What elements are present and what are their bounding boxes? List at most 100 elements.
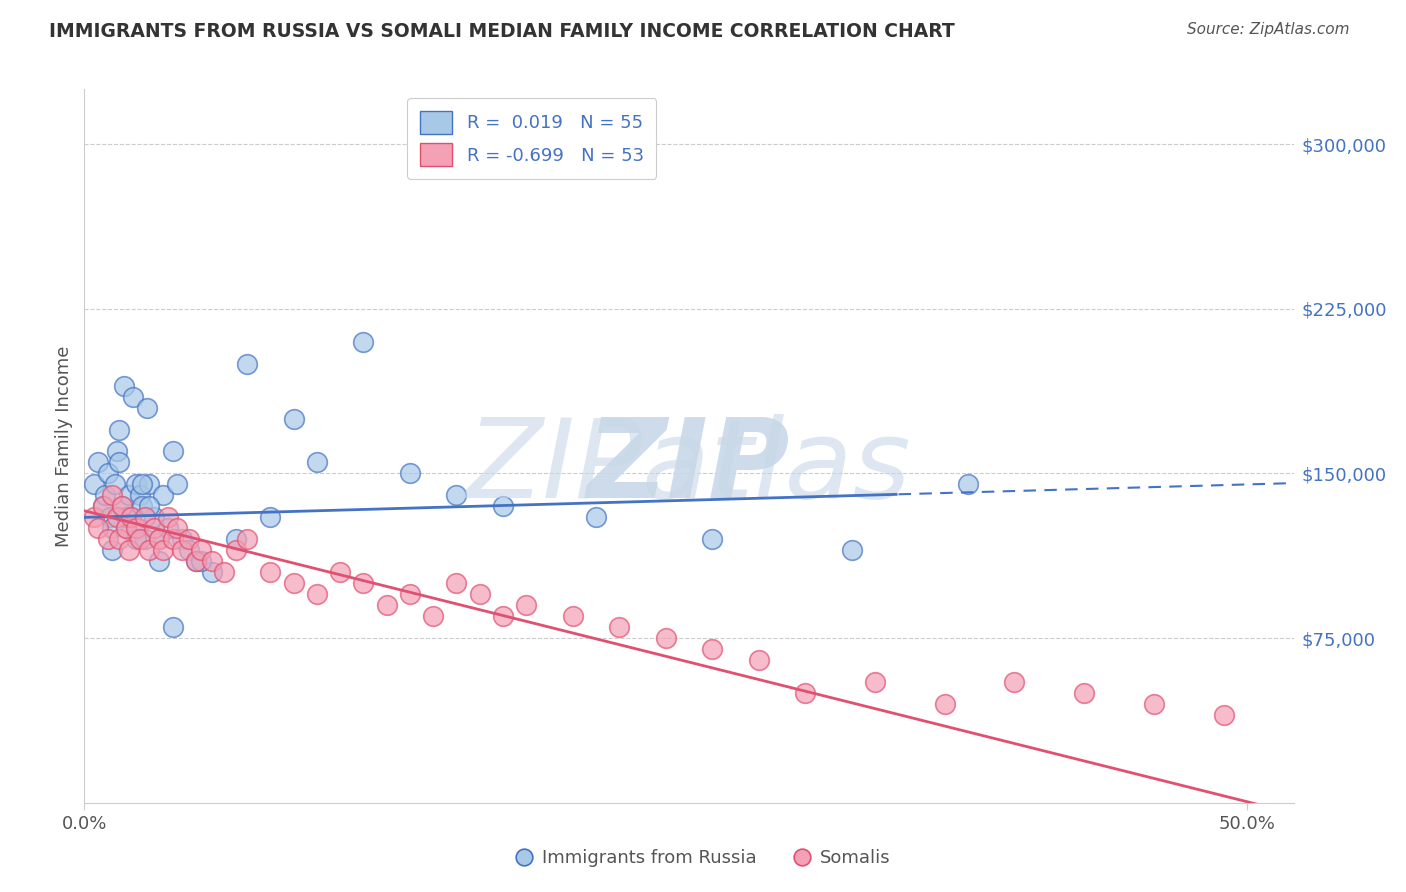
Point	[283, 411, 305, 425]
Point	[515, 598, 537, 612]
Point	[702, 642, 724, 657]
Point	[212, 566, 235, 580]
Point	[446, 488, 468, 502]
Point	[305, 587, 328, 601]
Point	[148, 533, 170, 547]
Point	[956, 477, 979, 491]
Point	[134, 510, 156, 524]
Point	[934, 697, 956, 711]
Point	[138, 500, 160, 514]
Point	[162, 444, 184, 458]
Point	[157, 521, 180, 535]
Point	[129, 488, 152, 502]
Point	[166, 521, 188, 535]
Point	[201, 554, 224, 568]
Point	[143, 510, 166, 524]
Point	[166, 477, 188, 491]
Point	[225, 533, 247, 547]
Point	[110, 500, 132, 514]
Point	[236, 357, 259, 371]
Legend: Immigrants from Russia, Somalis: Immigrants from Russia, Somalis	[508, 842, 898, 874]
Point	[702, 533, 724, 547]
Point	[329, 566, 352, 580]
Point	[585, 510, 607, 524]
Point	[1004, 675, 1026, 690]
Point	[468, 587, 491, 601]
Point	[115, 521, 138, 535]
Point	[124, 521, 146, 535]
Point	[138, 543, 160, 558]
Point	[399, 467, 422, 481]
Point	[152, 488, 174, 502]
Point	[1212, 708, 1234, 723]
Point	[143, 521, 166, 535]
Point	[97, 533, 120, 547]
Point	[492, 500, 515, 514]
Point	[841, 543, 863, 558]
Point	[124, 533, 146, 547]
Point	[352, 334, 374, 349]
Point	[794, 686, 817, 700]
Point	[283, 576, 305, 591]
Point	[131, 500, 153, 514]
Text: IMMIGRANTS FROM RUSSIA VS SOMALI MEDIAN FAMILY INCOME CORRELATION CHART: IMMIGRANTS FROM RUSSIA VS SOMALI MEDIAN …	[49, 22, 955, 41]
Point	[225, 543, 247, 558]
Text: ZIP: ZIP	[588, 414, 790, 521]
Point	[134, 533, 156, 547]
Point	[120, 510, 142, 524]
Point	[259, 566, 281, 580]
Point	[375, 598, 398, 612]
Point	[157, 510, 180, 524]
Point	[136, 401, 159, 415]
Point	[105, 510, 128, 524]
Point	[607, 620, 630, 634]
Point	[101, 521, 124, 535]
Point	[120, 510, 142, 524]
Point	[201, 566, 224, 580]
Point	[177, 543, 200, 558]
Point	[83, 510, 105, 524]
Point	[352, 576, 374, 591]
Text: ZIPatlas: ZIPatlas	[467, 414, 911, 521]
Point	[108, 533, 131, 547]
Point	[148, 554, 170, 568]
Point	[115, 521, 138, 535]
Point	[97, 467, 120, 481]
Point	[422, 609, 444, 624]
Point	[115, 510, 138, 524]
Point	[492, 609, 515, 624]
Point	[117, 488, 139, 502]
Point	[112, 378, 135, 392]
Point	[259, 510, 281, 524]
Point	[177, 533, 200, 547]
Point	[190, 554, 212, 568]
Point	[117, 543, 139, 558]
Point	[162, 620, 184, 634]
Point	[162, 533, 184, 547]
Point	[105, 444, 128, 458]
Legend: R =  0.019   N = 55, R = -0.699   N = 53: R = 0.019 N = 55, R = -0.699 N = 53	[408, 98, 657, 179]
Point	[654, 631, 676, 645]
Point	[87, 455, 110, 469]
Point	[108, 423, 131, 437]
Point	[152, 543, 174, 558]
Point	[148, 533, 170, 547]
Point	[110, 500, 132, 514]
Point	[98, 510, 121, 524]
Point	[190, 543, 212, 558]
Point	[170, 543, 193, 558]
Point	[131, 477, 153, 491]
Point	[101, 543, 124, 558]
Point	[184, 554, 207, 568]
Point	[138, 477, 160, 491]
Point	[101, 488, 124, 502]
Point	[122, 390, 145, 404]
Point	[399, 587, 422, 601]
Point	[561, 609, 583, 624]
Point	[87, 521, 110, 535]
Point	[748, 653, 770, 667]
Point	[83, 477, 105, 491]
Text: Source: ZipAtlas.com: Source: ZipAtlas.com	[1187, 22, 1350, 37]
Point	[170, 533, 193, 547]
Point	[91, 500, 114, 514]
